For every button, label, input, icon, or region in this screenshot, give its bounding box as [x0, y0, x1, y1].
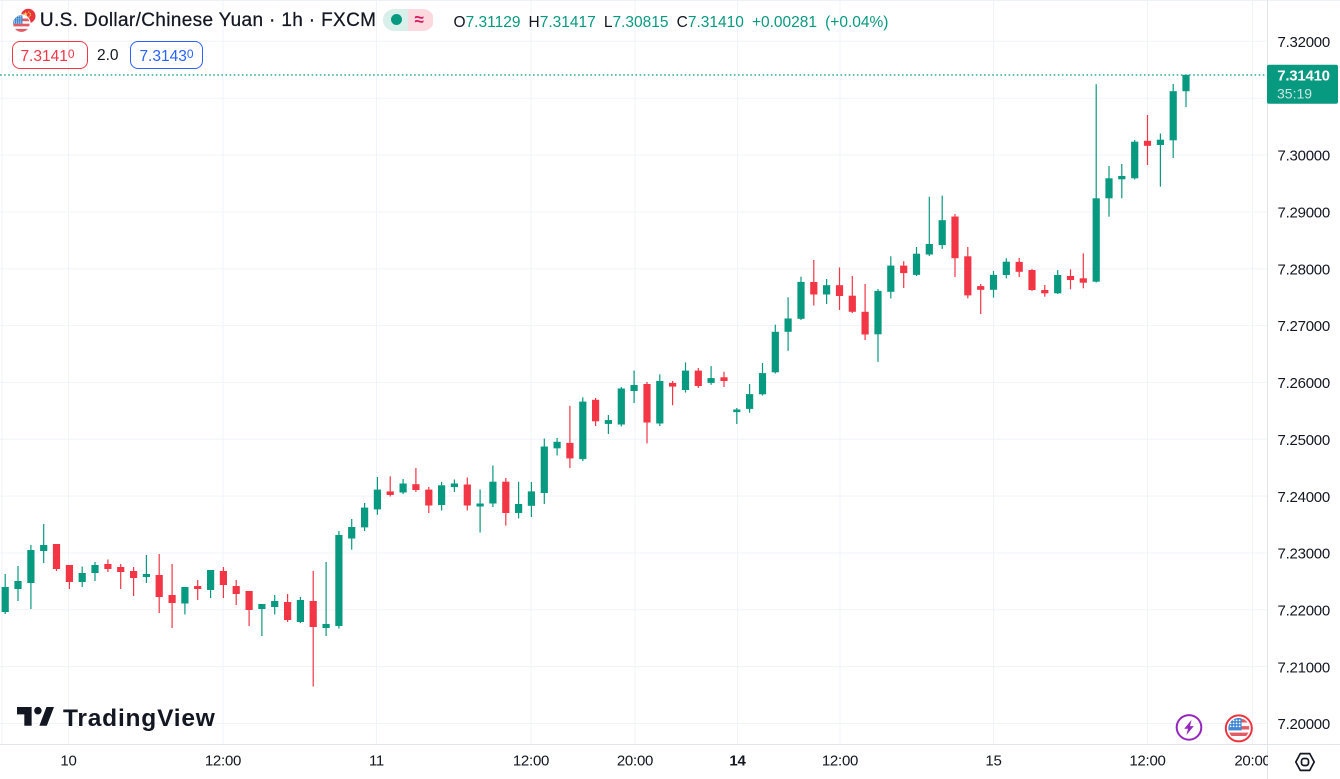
svg-text:11: 11 [369, 753, 384, 770]
svg-text:7.20000: 7.20000 [1278, 716, 1330, 733]
svg-text:7.25000: 7.25000 [1278, 432, 1330, 449]
svg-text:14: 14 [729, 753, 746, 770]
svg-text:20:00: 20:00 [1234, 753, 1270, 770]
svg-text:7.23000: 7.23000 [1278, 546, 1330, 563]
svg-text:7.28000: 7.28000 [1278, 261, 1330, 278]
svg-text:7.31410: 7.31410 [1277, 68, 1329, 85]
svg-text:7.24000: 7.24000 [1278, 489, 1330, 506]
svg-text:7.26000: 7.26000 [1278, 375, 1330, 392]
svg-text:7.21000: 7.21000 [1278, 659, 1330, 676]
svg-text:7.27000: 7.27000 [1278, 318, 1330, 335]
svg-text:12:00: 12:00 [822, 753, 858, 770]
svg-text:12:00: 12:00 [513, 753, 549, 770]
svg-text:20:00: 20:00 [617, 753, 653, 770]
svg-text:12:00: 12:00 [1129, 753, 1165, 770]
svg-text:12:00: 12:00 [205, 753, 241, 770]
svg-text:10: 10 [60, 753, 76, 770]
svg-text:35:19: 35:19 [1277, 86, 1312, 102]
svg-text:TradingView: TradingView [63, 705, 216, 732]
svg-text:7.22000: 7.22000 [1278, 603, 1330, 620]
svg-text:7.29000: 7.29000 [1278, 205, 1330, 222]
svg-text:15: 15 [985, 753, 1001, 770]
svg-text:7.32000: 7.32000 [1278, 34, 1330, 51]
svg-text:7.30000: 7.30000 [1278, 148, 1330, 165]
